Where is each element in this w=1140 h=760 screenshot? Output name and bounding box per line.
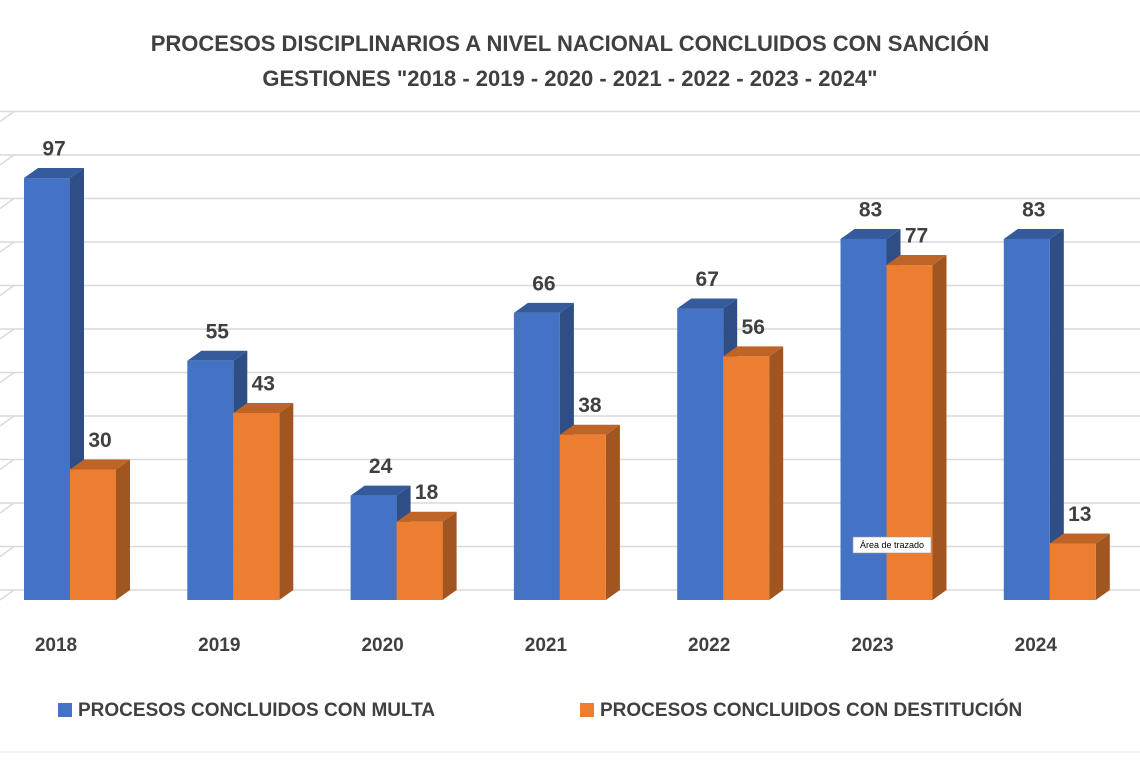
value-label: 83 [1022,198,1045,221]
bar [396,521,443,600]
bar [723,356,770,600]
bar [233,412,280,600]
tick-mark [0,415,15,427]
value-label: 66 [532,272,555,295]
bar-top [513,302,574,313]
tick-mark [0,545,15,558]
tooltip: Área de trazado [860,540,924,550]
bar-side [769,346,784,600]
bar [70,469,116,600]
legend-swatch [58,703,72,717]
value-label: 55 [206,320,230,343]
tooltip-box [852,536,932,554]
bar-side [279,402,294,600]
bar [1049,543,1096,600]
tick-mark [0,589,15,601]
x-tick-label: 2019 [198,635,240,656]
bar-top [886,255,947,266]
bar-side [932,255,947,601]
value-label: 38 [578,394,602,417]
legend-label: PROCESOS CONCLUIDOS CON MULTA [78,700,435,721]
tick-mark [0,110,15,123]
legend-swatch [580,703,594,717]
bar-top [24,168,84,179]
value-label: 83 [859,198,882,221]
bar-top [1003,228,1064,239]
bar-top [1049,533,1110,544]
bar-top [840,228,901,239]
bar [513,312,560,600]
bar-side [116,459,130,600]
tick-mark [0,241,15,253]
x-tick-label: 2020 [361,635,403,656]
chart-title: PROCESOS DISCIPLINARIOS A NIVEL NACIONAL… [151,31,990,56]
bar-side [442,511,457,600]
bar-side [605,424,620,600]
chart-subtitle: GESTIONES "2018 - 2019 - 2020 - 2021 - 2… [262,66,877,91]
tick-mark [0,502,15,514]
bar-side [1049,228,1064,600]
value-label: 13 [1068,503,1091,526]
x-tick-label: 2018 [35,635,77,656]
legend-label: PROCESOS CONCLUIDOS CON DESTITUCIÓN [600,699,1022,721]
bar-top [723,346,784,357]
value-label: 30 [88,429,111,452]
tick-mark [0,284,15,297]
bar-side [1095,533,1110,600]
bar [187,360,234,600]
bar [677,308,724,600]
value-label: 43 [252,372,275,395]
bar [559,434,606,600]
bar [24,178,70,601]
value-label: 56 [742,316,765,339]
x-tick-label: 2022 [688,635,730,656]
bar-top [396,511,457,522]
x-tick-label: 2024 [1015,635,1058,656]
value-label: 97 [42,138,65,161]
bar-top [70,459,130,470]
bar-top [350,485,411,496]
bar-top [559,424,620,435]
value-label: 18 [415,481,439,504]
tick-mark [0,371,15,384]
tick-mark [0,197,15,210]
tick-mark [0,154,15,166]
x-tick-label: 2023 [851,635,893,656]
bar [350,495,397,600]
bar-top [677,298,738,309]
value-label: 67 [696,268,719,291]
x-tick-label: 2021 [525,635,568,656]
tick-mark [0,328,15,340]
bar-top [187,350,248,361]
bar [1003,238,1050,600]
value-label: 77 [905,225,928,248]
bar-top [233,402,294,413]
value-label: 24 [369,455,393,478]
tick-mark [0,458,15,471]
